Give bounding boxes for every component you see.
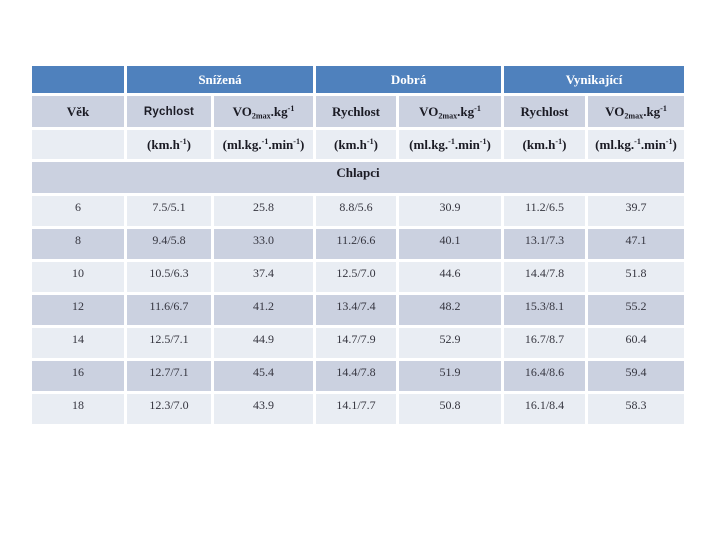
value-cell: 59.4 — [588, 361, 685, 391]
value-cell: 47.1 — [588, 229, 685, 259]
value-cell: 13.1/7.3 — [504, 229, 586, 259]
value-cell: 43.9 — [214, 394, 313, 424]
table-row: 12 11.6/6.7 41.2 13.4/7.4 48.2 15.3/8.1 … — [32, 295, 685, 325]
value-cell: 37.4 — [214, 262, 313, 292]
group-header-row: Snížená Dobrá Vynikající — [32, 66, 685, 93]
value-cell: 44.9 — [214, 328, 313, 358]
value-cell: 11.2/6.5 — [504, 196, 586, 226]
vo2-column-header: VO2max.kg-1 — [399, 96, 502, 127]
speed-column-header: Rychlost — [316, 96, 396, 127]
units-row: (km.h-1) (ml.kg.-1.min-1) (km.h-1) (ml.k… — [32, 130, 685, 159]
vo2max-results-table: Snížená Dobrá Vynikající Věk Rychlost VO… — [29, 63, 687, 427]
vo2-column-header: VO2max.kg-1 — [214, 96, 313, 127]
value-cell: 14.1/7.7 — [316, 394, 396, 424]
section-header-chlapci: Chlapci — [32, 162, 685, 193]
table-row: 10 10.5/6.3 37.4 12.5/7.0 44.6 14.4/7.8 … — [32, 262, 685, 292]
value-cell: 16.1/8.4 — [504, 394, 586, 424]
value-cell: 51.9 — [399, 361, 502, 391]
table-row: 14 12.5/7.1 44.9 14.7/7.9 52.9 16.7/8.7 … — [32, 328, 685, 358]
value-cell: 33.0 — [214, 229, 313, 259]
value-cell: 52.9 — [399, 328, 502, 358]
section-header-row: Chlapci — [32, 162, 685, 193]
value-cell: 16.4/8.6 — [504, 361, 586, 391]
value-cell: 39.7 — [588, 196, 685, 226]
age-cell: 10 — [32, 262, 124, 292]
empty-cell — [32, 130, 124, 159]
table-row: 16 12.7/7.1 45.4 14.4/7.8 51.9 16.4/8.6 … — [32, 361, 685, 391]
speed-unit-cell: (km.h-1) — [127, 130, 211, 159]
age-cell: 12 — [32, 295, 124, 325]
table-row: 8 9.4/5.8 33.0 11.2/6.6 40.1 13.1/7.3 47… — [32, 229, 685, 259]
value-cell: 44.6 — [399, 262, 502, 292]
speed-column-header: Rychlost — [127, 96, 211, 127]
value-cell: 12.3/7.0 — [127, 394, 211, 424]
value-cell: 12.5/7.0 — [316, 262, 396, 292]
value-cell: 9.4/5.8 — [127, 229, 211, 259]
value-cell: 30.9 — [399, 196, 502, 226]
group-header-vynikajici: Vynikající — [504, 66, 685, 93]
age-cell: 14 — [32, 328, 124, 358]
age-cell: 6 — [32, 196, 124, 226]
value-cell: 14.4/7.8 — [316, 361, 396, 391]
value-cell: 51.8 — [588, 262, 685, 292]
age-cell: 8 — [32, 229, 124, 259]
speed-unit-cell: (km.h-1) — [316, 130, 396, 159]
age-column-header: Věk — [32, 96, 124, 127]
value-cell: 48.2 — [399, 295, 502, 325]
group-header-dobra: Dobrá — [316, 66, 502, 93]
speed-column-header: Rychlost — [504, 96, 586, 127]
value-cell: 12.5/7.1 — [127, 328, 211, 358]
value-cell: 7.5/5.1 — [127, 196, 211, 226]
value-cell: 60.4 — [588, 328, 685, 358]
value-cell: 14.4/7.8 — [504, 262, 586, 292]
table-row: 6 7.5/5.1 25.8 8.8/5.6 30.9 11.2/6.5 39.… — [32, 196, 685, 226]
vo2-unit-cell: (ml.kg.-1.min-1) — [214, 130, 313, 159]
value-cell: 10.5/6.3 — [127, 262, 211, 292]
value-cell: 14.7/7.9 — [316, 328, 396, 358]
table-row: 18 12.3/7.0 43.9 14.1/7.7 50.8 16.1/8.4 … — [32, 394, 685, 424]
value-cell: 45.4 — [214, 361, 313, 391]
value-cell: 12.7/7.1 — [127, 361, 211, 391]
vo2-unit-cell: (ml.kg.-1.min-1) — [399, 130, 502, 159]
vo2-unit-cell: (ml.kg.-1.min-1) — [588, 130, 685, 159]
value-cell: 16.7/8.7 — [504, 328, 586, 358]
value-cell: 41.2 — [214, 295, 313, 325]
value-cell: 13.4/7.4 — [316, 295, 396, 325]
speed-unit-cell: (km.h-1) — [504, 130, 586, 159]
value-cell: 15.3/8.1 — [504, 295, 586, 325]
age-cell: 16 — [32, 361, 124, 391]
value-cell: 55.2 — [588, 295, 685, 325]
value-cell: 50.8 — [399, 394, 502, 424]
group-header-snizena: Snížená — [127, 66, 313, 93]
value-cell: 8.8/5.6 — [316, 196, 396, 226]
value-cell: 25.8 — [214, 196, 313, 226]
header-corner-cell — [32, 66, 124, 93]
vo2-column-header: VO2max.kg-1 — [588, 96, 685, 127]
value-cell: 58.3 — [588, 394, 685, 424]
column-header-row: Věk Rychlost VO2max.kg-1 Rychlost VO2max… — [32, 96, 685, 127]
value-cell: 11.2/6.6 — [316, 229, 396, 259]
value-cell: 40.1 — [399, 229, 502, 259]
value-cell: 11.6/6.7 — [127, 295, 211, 325]
age-cell: 18 — [32, 394, 124, 424]
